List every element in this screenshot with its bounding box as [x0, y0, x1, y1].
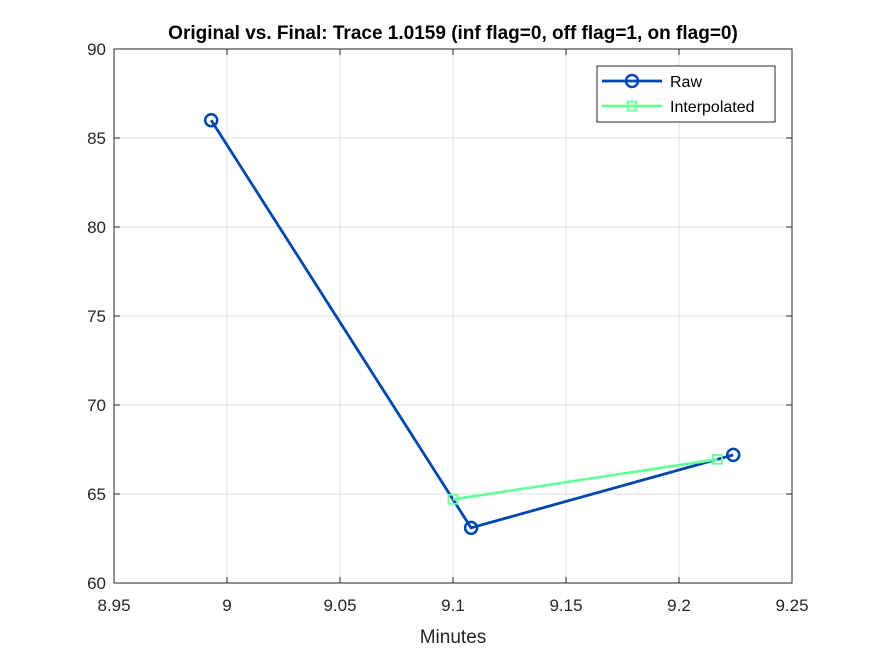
tick-marks-and-labels: 8.95 9 9.05 9.1 9.15 9.2 9.25 60 65 70 75 80 85 90: [87, 40, 808, 615]
legend-marker: [626, 100, 638, 112]
y-tick-label: 65: [87, 485, 106, 504]
x-tick-label: 9.15: [549, 596, 582, 615]
series-line: [452, 457, 718, 501]
data-point: [712, 453, 723, 465]
legend-box: [596, 65, 776, 123]
x-tick-label: 9: [222, 596, 231, 615]
legend-item: Interpolated: [602, 99, 755, 116]
x-tick-label: 8.95: [97, 596, 130, 615]
data-point: [203, 112, 219, 128]
x-tick-label: 9.2: [667, 596, 691, 615]
legend-marker: [624, 73, 640, 89]
x-tick-label: 9.25: [775, 596, 808, 615]
series-raw: [203, 112, 741, 536]
y-tick-label: 70: [87, 396, 106, 415]
chart-title: Original vs. Final: Trace 1.0159 (inf fl…: [168, 23, 738, 44]
series-layer: [203, 112, 741, 536]
y-tick-label: 60: [87, 574, 106, 593]
x-axis-label: Minutes: [420, 627, 487, 648]
x-tick-label: 9.05: [323, 596, 356, 615]
x-tick-label: 9.1: [441, 596, 465, 615]
y-tick-label: 90: [87, 40, 106, 59]
series-interpolated: [447, 453, 723, 505]
data-point: [463, 520, 479, 536]
data-point: [725, 447, 741, 463]
y-tick-label: 80: [87, 218, 106, 237]
legend-label: Raw: [670, 74, 702, 91]
y-tick-label: 85: [87, 129, 106, 148]
legend-item: Raw: [602, 73, 702, 91]
series-line: [209, 119, 734, 530]
data-point: [447, 493, 459, 505]
legend: Raw Interpolated: [596, 65, 776, 123]
legend-label: Interpolated: [670, 99, 755, 116]
y-tick-label: 75: [87, 307, 106, 326]
